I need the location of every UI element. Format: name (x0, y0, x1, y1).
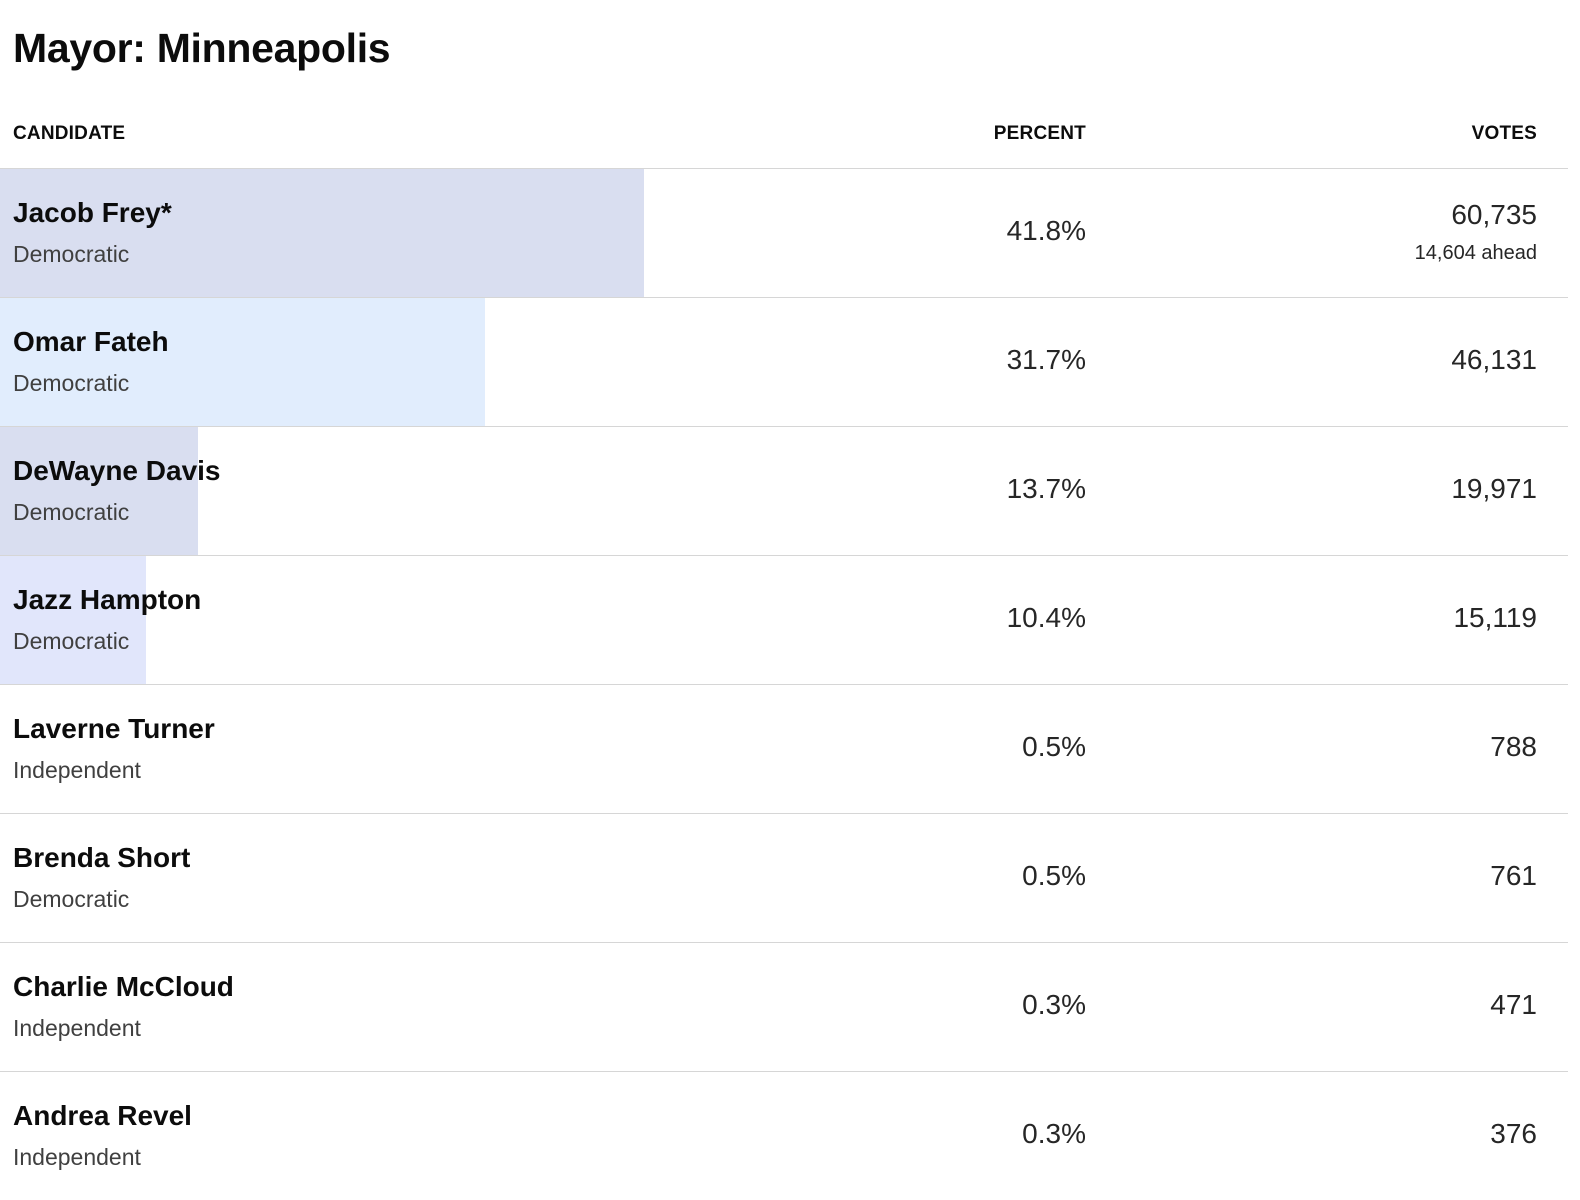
candidate-row: Jazz Hampton Democratic 10.4% 15,119 (0, 556, 1568, 685)
candidate-name: Jacob Frey* (13, 197, 172, 228)
candidate-percent: 0.5% (1022, 731, 1086, 762)
header-candidate: CANDIDATE (13, 123, 126, 144)
candidate-percent: 31.7% (1006, 344, 1086, 375)
candidate-name: Jazz Hampton (13, 584, 202, 615)
vote-share-bar (0, 298, 485, 426)
candidate-percent: 41.8% (1006, 215, 1086, 246)
candidate-name: DeWayne Davis (13, 455, 221, 486)
candidate-name: Omar Fateh (13, 326, 169, 357)
candidate-party: Democratic (13, 628, 130, 654)
candidate-name: Laverne Turner (13, 713, 215, 744)
candidate-votes: 46,131 (1451, 344, 1537, 375)
candidate-row: DeWayne Davis Democratic 13.7% 19,971 (0, 427, 1568, 556)
page-title: Mayor: Minneapolis (13, 25, 391, 71)
candidate-votes: 471 (1490, 989, 1537, 1020)
header-votes: VOTES (1471, 123, 1537, 144)
header-percent: PERCENT (993, 123, 1086, 144)
candidate-percent: 10.4% (1006, 602, 1086, 633)
vote-share-bar (0, 169, 644, 297)
vote-share-bar (0, 427, 198, 555)
candidate-party: Independent (13, 1015, 141, 1041)
candidate-votes: 761 (1490, 860, 1537, 891)
candidate-party: Independent (13, 1144, 141, 1170)
candidate-party: Democratic (13, 241, 130, 267)
candidate-votes: 788 (1490, 731, 1537, 762)
candidate-row: Jacob Frey* Democratic 41.8% 60,735 14,6… (0, 169, 1568, 298)
candidate-votes: 376 (1490, 1118, 1537, 1149)
candidate-votes: 19,971 (1451, 473, 1537, 504)
candidate-percent: 0.3% (1022, 989, 1086, 1020)
candidate-percent: 0.3% (1022, 1118, 1086, 1149)
candidate-percent: 0.5% (1022, 860, 1086, 891)
candidate-party: Democratic (13, 370, 130, 396)
candidate-row: Andrea Revel Independent 0.3% 376 (0, 1072, 1568, 1200)
vote-share-bar (0, 556, 146, 684)
candidate-name: Andrea Revel (13, 1100, 192, 1131)
candidate-percent: 13.7% (1006, 473, 1086, 504)
candidate-name: Charlie McCloud (13, 971, 234, 1002)
lead-margin: 14,604 ahead (1414, 242, 1537, 264)
candidate-party: Independent (13, 757, 141, 783)
candidate-name: Brenda Short (13, 842, 191, 873)
candidate-votes: 60,735 (1451, 199, 1537, 230)
candidate-row: Charlie McCloud Independent 0.3% 471 (0, 943, 1568, 1072)
candidate-votes: 15,119 (1453, 602, 1537, 633)
results-table: CANDIDATE PERCENT VOTES Jacob Frey* Demo… (0, 102, 1568, 1200)
candidate-row: Laverne Turner Independent 0.5% 788 (0, 685, 1568, 814)
candidate-party: Democratic (13, 886, 130, 912)
candidate-party: Democratic (13, 499, 130, 525)
table-header: CANDIDATE PERCENT VOTES (0, 102, 1568, 169)
candidate-row: Omar Fateh Democratic 31.7% 46,131 (0, 298, 1568, 427)
candidate-row: Brenda Short Democratic 0.5% 761 (0, 814, 1568, 943)
